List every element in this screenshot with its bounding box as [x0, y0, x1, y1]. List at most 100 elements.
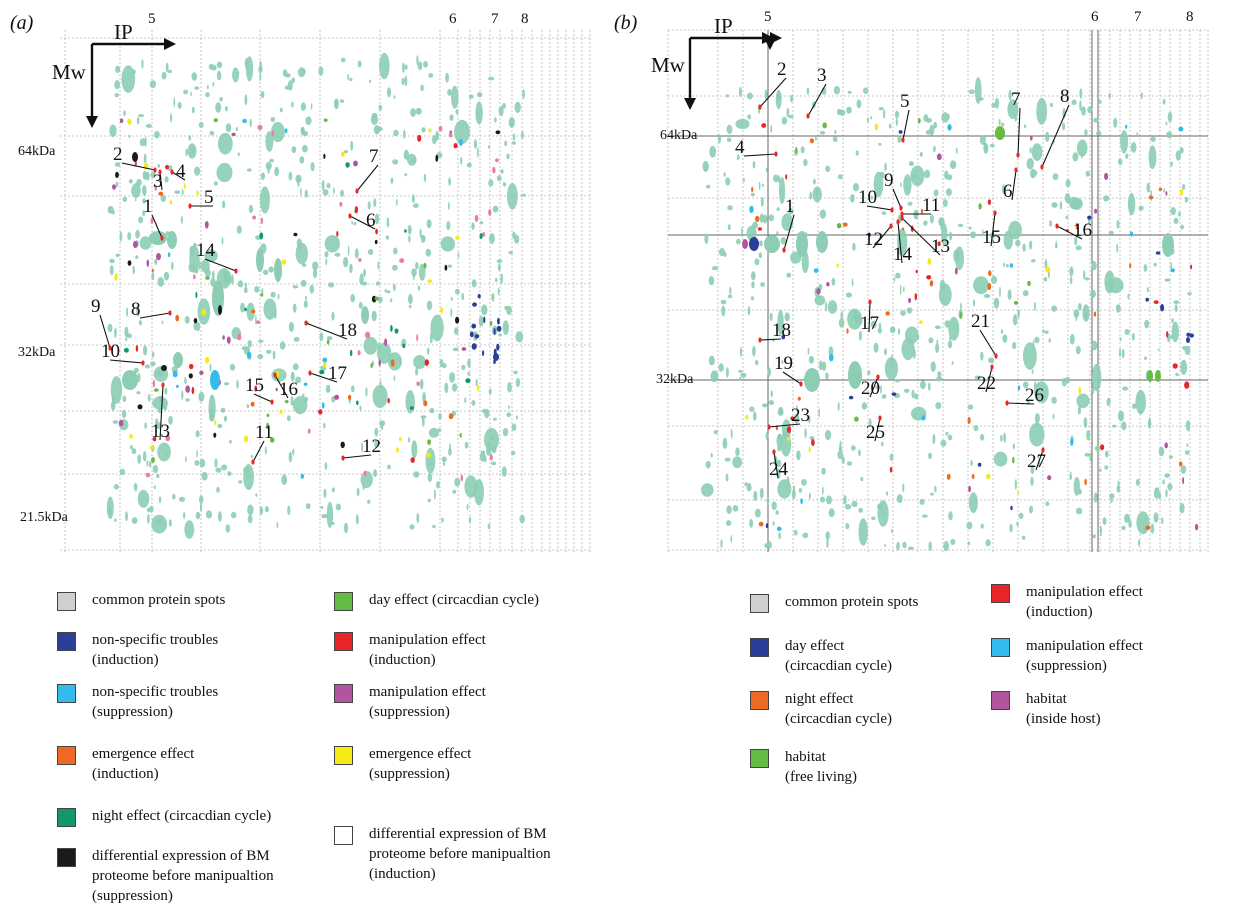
common-spot: [970, 231, 977, 239]
common-spot: [768, 214, 775, 222]
common-spot: [1104, 450, 1109, 458]
common-spot: [947, 340, 953, 349]
common-spot: [441, 456, 447, 463]
differential-spot: [898, 130, 903, 134]
differential-spot: [795, 146, 798, 154]
common-spot: [300, 187, 302, 197]
common-spot: [758, 252, 762, 259]
common-spot: [934, 325, 941, 330]
spot-number-label: 4: [176, 161, 186, 182]
common-spot: [766, 497, 770, 505]
differential-spots: [112, 118, 501, 482]
common-spot: [1035, 170, 1038, 176]
common-spot: [506, 412, 512, 418]
legend-label: emergence effect (induction): [92, 746, 195, 782]
legend-label: day effect (circacdian cycle): [369, 592, 540, 608]
common-spot: [357, 60, 362, 68]
common-spot: [819, 130, 826, 135]
common-spot: [244, 94, 248, 106]
common-spot: [921, 514, 928, 518]
common-spot: [114, 80, 120, 90]
common-spot: [1034, 381, 1049, 404]
target-spot: [1005, 400, 1009, 406]
common-spot: [738, 86, 742, 98]
common-spot: [894, 110, 900, 119]
common-spot: [1171, 321, 1179, 343]
common-spot: [773, 174, 779, 183]
common-spot: [386, 217, 390, 228]
differential-spot: [423, 400, 428, 407]
common-spot: [989, 143, 995, 148]
spot-number-label: 17: [328, 363, 347, 384]
differential-spot: [1145, 297, 1149, 302]
common-spot: [974, 77, 982, 104]
differential-spot: [800, 498, 803, 505]
common-spot: [521, 130, 524, 140]
common-spot: [361, 306, 369, 324]
common-spot: [484, 455, 487, 463]
differential-spot: [341, 151, 345, 157]
common-spot: [122, 370, 138, 390]
common-spot: [215, 102, 222, 113]
common-spot: [494, 117, 497, 123]
legend-entry: emergence effect (induction): [57, 744, 194, 784]
common-spot: [796, 404, 798, 412]
common-spot: [1131, 332, 1135, 341]
common-spot: [514, 101, 521, 113]
common-spot: [831, 277, 836, 286]
common-spot: [1093, 492, 1098, 503]
common-spot: [726, 94, 729, 98]
differential-spot: [808, 446, 811, 453]
common-spot: [247, 504, 254, 516]
common-spot: [1081, 106, 1086, 116]
common-spot: [858, 507, 863, 513]
common-spot: [710, 452, 713, 458]
common-spot: [135, 229, 140, 239]
axis-arrows-b: [684, 32, 774, 110]
common-spot: [131, 448, 137, 455]
common-spot: [408, 235, 411, 243]
common-spot: [247, 340, 252, 348]
common-spot: [1128, 519, 1132, 528]
common-spot: [1158, 492, 1162, 500]
target-spot: [900, 211, 904, 217]
common-spot: [990, 275, 998, 284]
common-spot: [1029, 240, 1033, 250]
common-spot: [726, 505, 732, 514]
common-spot: [167, 231, 177, 249]
common-spot: [454, 288, 460, 295]
gel-a-ip-tick-5: 5: [148, 11, 156, 27]
common-spot: [512, 231, 516, 239]
target-spot: [158, 169, 162, 175]
common-spot: [752, 161, 756, 169]
common-spot: [891, 529, 894, 533]
common-spot: [152, 351, 155, 358]
common-spot: [1022, 290, 1029, 297]
common-spot: [858, 330, 862, 341]
common-spot: [297, 67, 306, 78]
common-spot: [411, 440, 418, 459]
common-spot: [372, 384, 388, 409]
common-spot: [201, 471, 208, 481]
common-spot: [379, 379, 382, 389]
spot-leader-line: [783, 214, 795, 251]
spot-number-label: 23: [791, 405, 810, 426]
differential-spot: [424, 359, 429, 366]
common-spot: [302, 130, 308, 137]
differential-spot: [919, 320, 923, 324]
differential-spot: [237, 333, 242, 341]
common-spot: [369, 79, 372, 84]
common-spot: [1127, 192, 1136, 216]
differential-spot: [758, 521, 764, 527]
common-spot: [149, 80, 157, 89]
spot-number-label: 9: [91, 296, 101, 317]
gel-b-ip-label: IP: [714, 14, 733, 38]
common-spot: [889, 453, 894, 461]
common-spot: [753, 411, 757, 421]
common-spot: [452, 383, 458, 392]
spot-leader-line: [1056, 225, 1083, 240]
common-spot: [721, 305, 726, 317]
common-spot: [970, 460, 973, 466]
gel-b-ip-tick-7: 7: [1134, 9, 1142, 25]
common-spot: [878, 322, 882, 330]
